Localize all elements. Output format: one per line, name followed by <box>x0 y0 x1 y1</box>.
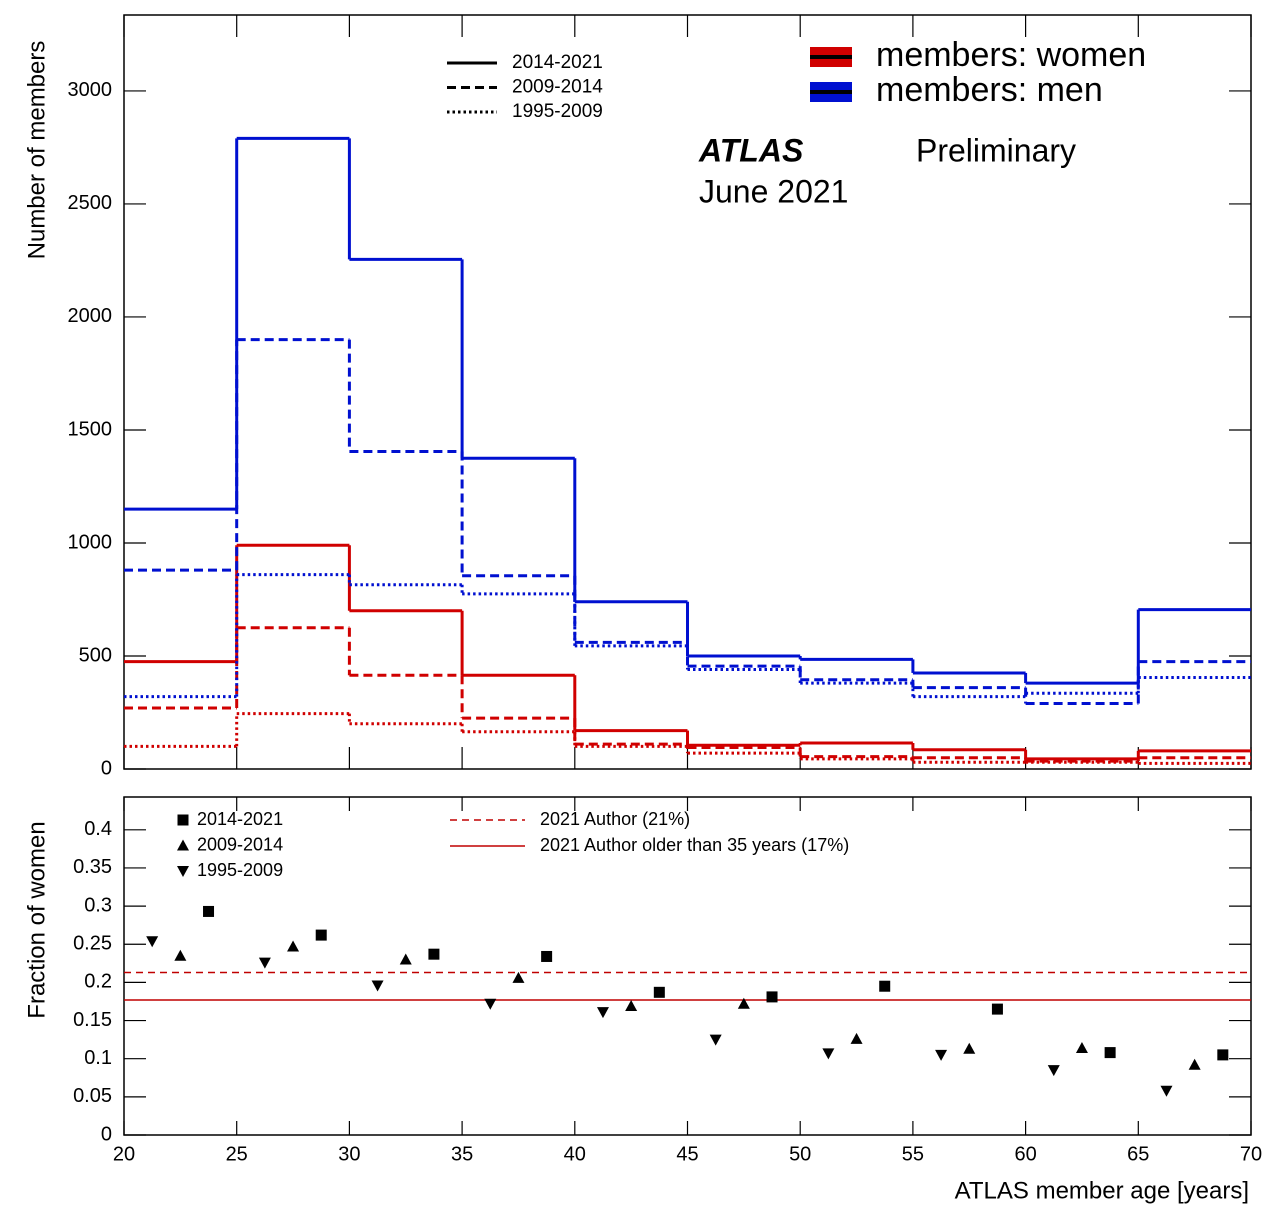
marker <box>766 991 778 1003</box>
marker <box>315 929 327 941</box>
legend-label: 1995-2009 <box>512 101 603 122</box>
marker <box>512 971 525 983</box>
y-tick-label: 1000 <box>68 531 113 553</box>
x-tick-label: 20 <box>113 1143 135 1165</box>
marker <box>709 1034 722 1046</box>
marker <box>174 949 187 961</box>
annotation: Preliminary <box>916 132 1076 168</box>
marker <box>1104 1047 1116 1059</box>
marker <box>1160 1085 1173 1097</box>
annotation: ATLAS <box>698 132 804 168</box>
legend-label: members: women <box>876 36 1146 74</box>
legend-label: 2009-2014 <box>512 77 603 98</box>
marker <box>287 940 300 952</box>
x-tick-label: 70 <box>1240 1143 1262 1165</box>
x-tick-label: 55 <box>902 1143 924 1165</box>
x-axis-title: ATLAS member age [years] <box>955 1177 1249 1204</box>
marker <box>850 1032 863 1044</box>
y-tick-label: 2000 <box>68 305 113 327</box>
y-tick-label: 0.15 <box>73 1009 112 1031</box>
x-tick-label: 35 <box>451 1143 473 1165</box>
y-axis-title: Number of members <box>23 41 50 260</box>
y-tick-label: 0.2 <box>84 971 112 993</box>
y-tick-label: 0.4 <box>84 818 112 840</box>
marker <box>146 936 159 948</box>
y-tick-label: 3000 <box>68 79 113 101</box>
y-tick-label: 1500 <box>68 418 113 440</box>
marker <box>991 1003 1003 1015</box>
y-tick-label: 0.05 <box>73 1085 112 1107</box>
marker <box>822 1048 835 1060</box>
y-tick-label: 0.35 <box>73 856 112 878</box>
marker <box>258 957 271 969</box>
legend-label: 2009-2014 <box>197 834 283 854</box>
legend-label: 2014-2021 <box>197 809 283 829</box>
marker <box>1217 1049 1229 1061</box>
marker <box>428 948 440 960</box>
y-tick-label: 0.3 <box>84 894 112 916</box>
x-tick-label: 40 <box>564 1143 586 1165</box>
marker <box>484 998 497 1010</box>
legend-marker <box>177 866 189 877</box>
marker <box>1188 1058 1201 1070</box>
marker <box>596 1007 609 1019</box>
marker <box>203 905 215 917</box>
marker <box>541 950 553 962</box>
annotation: June 2021 <box>699 173 848 209</box>
marker <box>371 980 384 992</box>
marker <box>625 1000 638 1012</box>
x-tick-label: 50 <box>789 1143 811 1165</box>
legend-label: 2021 Author (21%) <box>540 809 690 829</box>
legend-marker <box>177 814 189 826</box>
legend-label: 2014-2021 <box>512 52 603 73</box>
marker <box>737 997 750 1009</box>
y-tick-label: 0 <box>101 1123 112 1145</box>
x-tick-label: 30 <box>338 1143 360 1165</box>
marker <box>653 986 665 998</box>
y-tick-label: 0 <box>101 757 112 779</box>
marker <box>935 1049 948 1061</box>
y-tick-label: 0.25 <box>73 933 112 955</box>
legend-label: 2021 Author older than 35 years (17%) <box>540 835 849 855</box>
marker <box>879 980 891 992</box>
marker <box>399 953 412 965</box>
marker <box>1047 1065 1060 1077</box>
y-axis-title: Fraction of women <box>23 821 50 1018</box>
x-tick-label: 60 <box>1014 1143 1036 1165</box>
marker <box>963 1042 976 1054</box>
x-tick-label: 25 <box>226 1143 248 1165</box>
legend-label: 1995-2009 <box>197 860 283 880</box>
y-tick-label: 0.1 <box>84 1047 112 1069</box>
y-tick-label: 500 <box>79 644 112 666</box>
marker <box>1075 1042 1088 1054</box>
x-tick-label: 65 <box>1127 1143 1149 1165</box>
x-tick-label: 45 <box>676 1143 698 1165</box>
y-tick-label: 2500 <box>68 192 113 214</box>
legend-marker <box>177 839 189 851</box>
legend-label: members: men <box>876 71 1103 109</box>
